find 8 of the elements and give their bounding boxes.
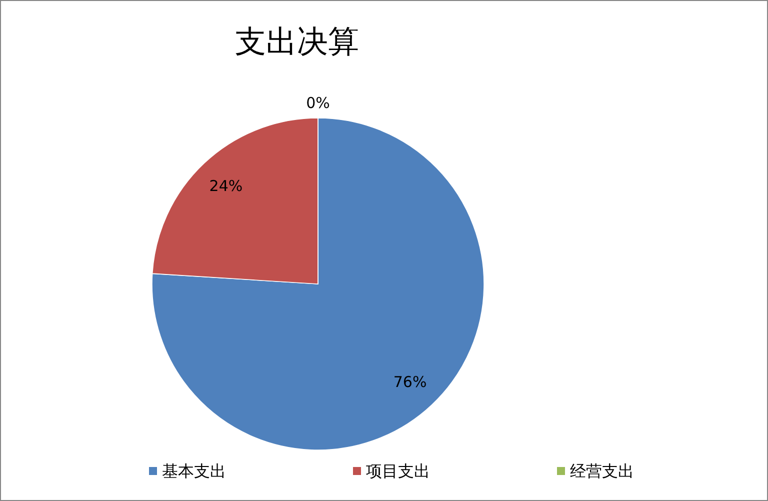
legend-label: 基本支出 [162,462,226,480]
legend-label: 项目支出 [366,462,430,480]
text: 0% [306,94,330,112]
legend-label: 经营支出 [570,462,634,480]
data-label: 24% [209,176,243,195]
chart-title: 支出决算 [235,24,359,60]
pie-slice [152,118,484,450]
data-label: 76% [393,373,427,392]
